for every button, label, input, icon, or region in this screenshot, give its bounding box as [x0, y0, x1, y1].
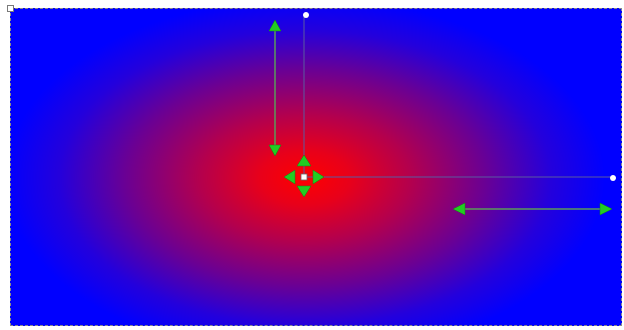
selection-corner-handle[interactable] — [7, 5, 14, 12]
gradient-filled-rectangle[interactable] — [10, 8, 622, 326]
move-arrows-icon[interactable] — [283, 154, 325, 198]
horizontal-double-arrow-icon[interactable] — [452, 202, 613, 216]
top-control-point[interactable] — [303, 12, 309, 18]
center-point — [300, 173, 308, 181]
right-control-point[interactable] — [610, 175, 616, 181]
vertical-double-arrow-icon[interactable] — [268, 19, 282, 157]
